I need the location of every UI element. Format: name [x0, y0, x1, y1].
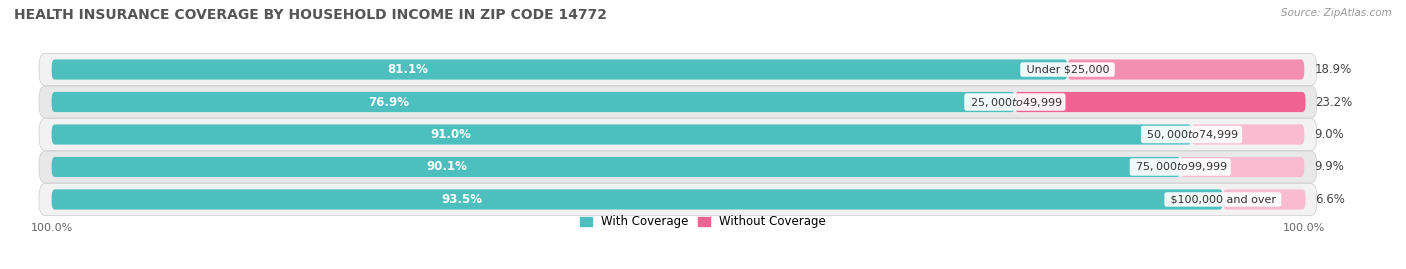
Text: 91.0%: 91.0%: [430, 128, 471, 141]
Text: 9.9%: 9.9%: [1315, 161, 1344, 174]
Text: 23.2%: 23.2%: [1316, 95, 1353, 108]
FancyBboxPatch shape: [1223, 189, 1306, 210]
Text: Source: ZipAtlas.com: Source: ZipAtlas.com: [1281, 8, 1392, 18]
FancyBboxPatch shape: [1191, 125, 1305, 144]
FancyBboxPatch shape: [52, 125, 1191, 144]
Text: $75,000 to $99,999: $75,000 to $99,999: [1132, 161, 1229, 174]
FancyBboxPatch shape: [39, 183, 1317, 215]
Text: Under $25,000: Under $25,000: [1022, 65, 1112, 75]
FancyBboxPatch shape: [39, 119, 1317, 150]
Text: 6.6%: 6.6%: [1316, 193, 1346, 206]
Text: $50,000 to $74,999: $50,000 to $74,999: [1143, 128, 1240, 141]
Text: $25,000 to $49,999: $25,000 to $49,999: [966, 95, 1063, 108]
FancyBboxPatch shape: [52, 157, 1180, 177]
Legend: With Coverage, Without Coverage: With Coverage, Without Coverage: [579, 215, 827, 228]
Text: 90.1%: 90.1%: [426, 161, 467, 174]
FancyBboxPatch shape: [1067, 59, 1305, 80]
FancyBboxPatch shape: [39, 86, 1317, 118]
Text: $100,000 and over: $100,000 and over: [1167, 194, 1279, 204]
FancyBboxPatch shape: [39, 151, 1317, 183]
FancyBboxPatch shape: [39, 54, 1317, 86]
FancyBboxPatch shape: [1015, 92, 1306, 112]
FancyBboxPatch shape: [52, 59, 1067, 80]
Text: 76.9%: 76.9%: [368, 95, 409, 108]
FancyBboxPatch shape: [1180, 157, 1305, 177]
FancyBboxPatch shape: [52, 92, 1015, 112]
FancyBboxPatch shape: [52, 189, 1223, 210]
Text: HEALTH INSURANCE COVERAGE BY HOUSEHOLD INCOME IN ZIP CODE 14772: HEALTH INSURANCE COVERAGE BY HOUSEHOLD I…: [14, 8, 607, 22]
Text: 18.9%: 18.9%: [1315, 63, 1351, 76]
Text: 9.0%: 9.0%: [1315, 128, 1344, 141]
Text: 81.1%: 81.1%: [387, 63, 427, 76]
Text: 93.5%: 93.5%: [441, 193, 482, 206]
